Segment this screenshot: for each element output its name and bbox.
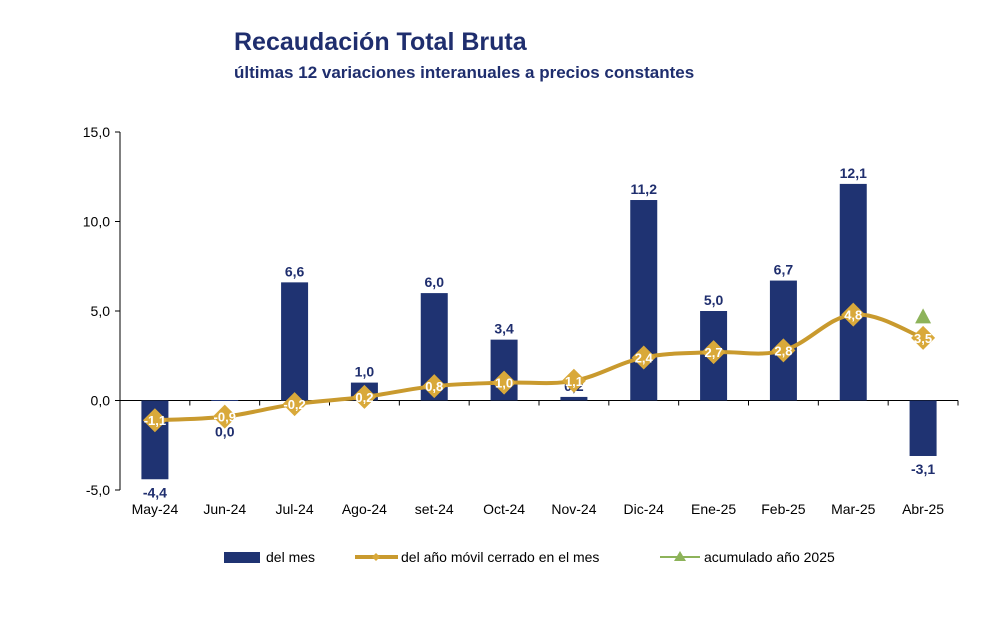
legend: del mes del año móvil cerrado en el mes ac… [224,549,835,565]
x-tick-label: Nov-24 [551,501,596,517]
line-value-label: 1,1 [565,374,583,389]
bar-value-label: 1,0 [355,364,375,380]
bar-value-label: 6,7 [774,262,794,278]
line-value-label: -0,9 [214,410,236,425]
accumulated-marker [915,308,932,324]
x-tick-label: Jun-24 [203,501,246,517]
line-point [352,384,377,409]
line-point [771,338,796,363]
line-point [701,340,726,365]
bar-value-label: 5,0 [704,292,724,308]
line-point [841,302,866,327]
x-tick-label: set-24 [415,501,454,517]
legend-label-marker: acumulado año 2025 [704,549,835,565]
x-tick-label: Jul-24 [276,501,314,517]
bar [909,400,937,456]
bar [630,200,658,401]
bar-value-label: -3,1 [911,461,935,477]
line-value-label: 2,4 [635,351,654,366]
line-point [422,374,447,399]
y-tick-label: 0,0 [91,393,111,409]
legend-label-line: del año móvil cerrado en el mes [401,549,599,565]
y-tick-label: 5,0 [91,303,111,319]
y-tick-label: 15,0 [83,124,110,140]
line-point [492,370,517,395]
line-series: -1,1 -0,9 -0,2 0,2 0,8 1,0 1,1 2,4 2,7 2,8 4,8 3,5 [142,302,936,433]
bar-value-label: 12,1 [840,165,867,181]
line-value-label: -1,1 [144,413,166,428]
x-tick-label: Dic-24 [624,501,665,517]
legend-swatch-marker [674,551,686,561]
x-tick-label: Ago-24 [342,501,387,517]
line-point [142,408,167,433]
bar-value-label: 0,0 [215,424,235,440]
legend-swatch-bar [224,552,260,563]
x-tick-label: Feb-25 [761,501,806,517]
line-value-label: 3,5 [914,331,932,346]
line-point [282,392,307,417]
x-tick-label: Mar-25 [831,501,876,517]
bar-value-label: 6,0 [425,274,445,290]
bar-value-label: 3,4 [494,321,514,337]
chart-subtitle: últimas 12 variaciones interanuales a pr… [234,63,695,82]
x-tick-label: Abr-25 [902,501,944,517]
bar [560,396,588,401]
bar-value-label: -4,4 [143,484,167,500]
chart-title: Recaudación Total Bruta [234,28,527,56]
y-tick-label: 10,0 [83,214,110,230]
line-value-label: 2,7 [705,345,723,360]
line-point [631,345,656,370]
bar [839,183,867,401]
marker-series [915,308,932,324]
line-value-label: 2,8 [774,343,792,358]
bar-value-label: 6,6 [285,263,305,279]
x-tick-label: Ene-25 [691,501,736,517]
line-point [561,368,586,393]
bar [281,282,309,401]
axes: -5,0 0,0 5,0 10,0 15,0 May-24 Jun-24 Jul-24 Ago-… [83,124,959,517]
line-value-label: 4,8 [844,308,862,323]
line-value-label: 1,0 [495,376,513,391]
legend-label-bar: del mes [266,549,315,565]
line-value-label: 0,8 [425,379,443,394]
x-tick-label: May-24 [132,501,179,517]
x-tick-label: Oct-24 [483,501,525,517]
line-value-label: -0,2 [283,397,305,412]
legend-swatch-line-marker [372,553,380,561]
bar-value-label: 11,2 [631,181,658,197]
line-point [911,325,936,350]
y-tick-label: -5,0 [86,482,110,498]
line-point [212,404,237,429]
line-value-label: 0,2 [355,390,373,405]
bar [211,400,239,401]
